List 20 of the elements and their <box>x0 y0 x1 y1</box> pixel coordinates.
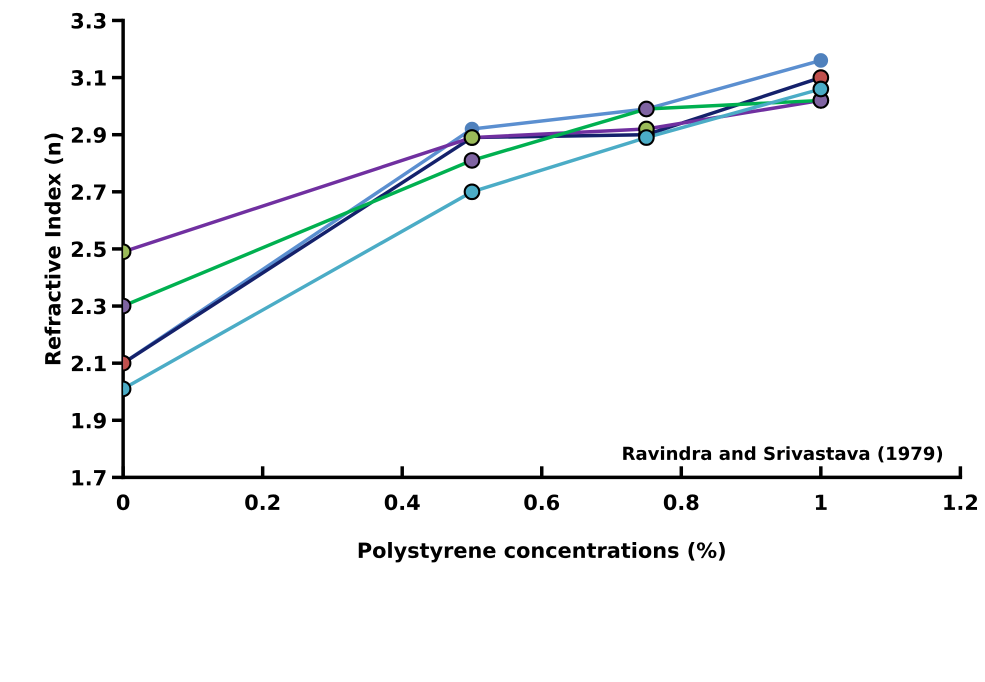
y-tick-label: 2.7 <box>72 184 106 200</box>
y-axis-title: Refractive Index (n) <box>44 134 64 364</box>
x-tick-label: 0.4 <box>384 494 420 510</box>
y-tick-label: 3.3 <box>72 12 106 29</box>
y-tick-label: 2.9 <box>72 127 106 143</box>
x-tick-label: 0.2 <box>245 494 280 510</box>
point <box>814 53 828 68</box>
x-tick-label: 0.6 <box>524 494 560 510</box>
y-tick-label: 2.1 <box>72 356 106 372</box>
annotation: Ravindra and Srivastava (1979) <box>623 446 942 462</box>
y-tick-label: 1.9 <box>72 412 106 428</box>
y-tick-label: 2.3 <box>72 298 106 314</box>
y-tick-label: 1.7 <box>72 470 106 486</box>
x-tick-label: 0.8 <box>664 494 698 510</box>
y-tick-label: 3.1 <box>72 70 106 86</box>
x-axis-title: Polystyrene concentrations (%) <box>358 542 725 562</box>
y-tick-label: 2.5 <box>72 241 106 258</box>
x-tick-label: 1 <box>816 494 827 510</box>
x-tick-label: 1.2 <box>944 494 978 510</box>
x-tick-label: 0 <box>116 494 130 510</box>
